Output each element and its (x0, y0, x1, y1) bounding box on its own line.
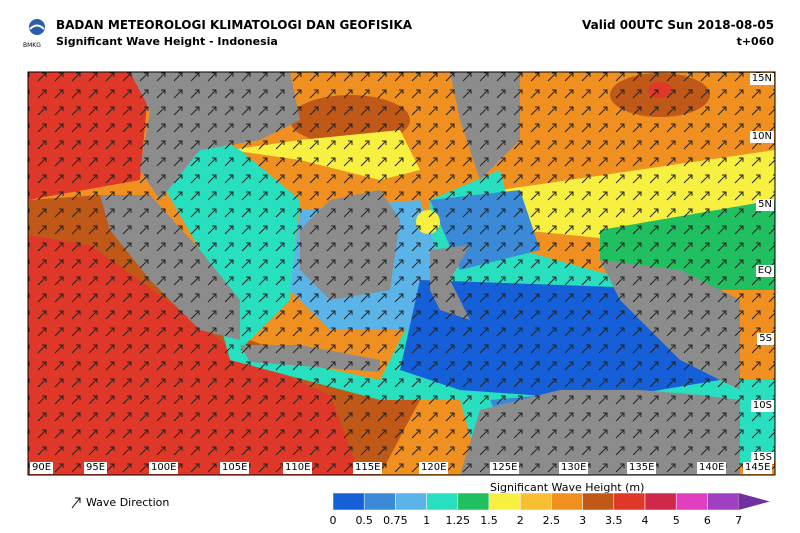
lat-label: 15S (750, 452, 774, 464)
agency: BADAN METEOROLOGI KLIMATOLOGI DAN GEOFIS… (56, 18, 413, 32)
logo (29, 19, 45, 35)
lon-label: 105E (220, 462, 250, 474)
lon-label: 145E (743, 462, 773, 474)
lead-time: t+060 (736, 35, 774, 48)
subtitle: Significant Wave Height - Indonesia (56, 35, 278, 48)
valid-time: Valid 00UTC Sun 2018-08-05 (582, 18, 774, 32)
lat-label: 10S (750, 400, 774, 412)
lon-label: 130E (559, 462, 589, 474)
lat-label: 10N (749, 131, 774, 143)
arrow-legend: Wave Direction (86, 496, 170, 509)
lon-label: 90E (30, 462, 54, 474)
lon-label: 135E (627, 462, 657, 474)
lon-label: 110E (283, 462, 313, 474)
lon-label: 115E (353, 462, 383, 474)
lon-label: 100E (149, 462, 179, 474)
lon-label: 120E (419, 462, 449, 474)
lat-label: 15N (749, 73, 774, 85)
lon-label: 125E (490, 462, 520, 474)
lon-label: 95E (84, 462, 108, 474)
lat-label: 5N (756, 199, 774, 211)
colorbar-title: Significant Wave Height (m) (490, 481, 645, 494)
lon-label: 140E (697, 462, 727, 474)
lat-label: EQ (755, 265, 774, 277)
logo-text: BMKG (23, 42, 41, 49)
lat-label: 5S (757, 333, 774, 345)
